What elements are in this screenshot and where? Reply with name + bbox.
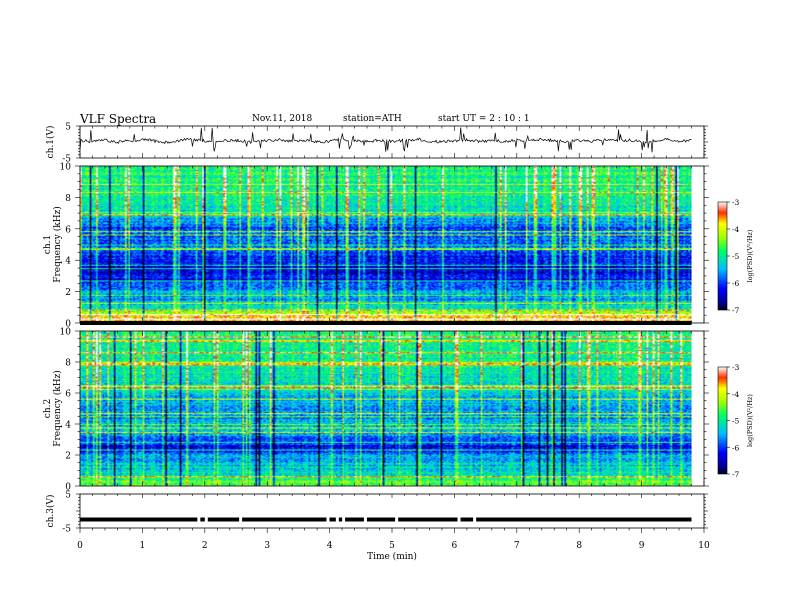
- ch1-spectrogram-ytick-label: 0: [65, 320, 71, 330]
- ch1-spectrogram-colorbar-tick-label: -6: [732, 279, 740, 288]
- time-axis-label: Time (min): [367, 551, 417, 562]
- chart-title: VLF Spectra: [80, 112, 157, 126]
- ch2-spectrogram-ytick-label: 0: [65, 483, 71, 493]
- ch1-spectrogram-ytick-label: 8: [65, 194, 71, 204]
- ch3-waveform-ylabel: ch.3(V): [45, 495, 56, 528]
- ch3-waveform-gap: [395, 517, 399, 522]
- time-axis-tick-label: 4: [327, 541, 333, 551]
- ch1-spectrogram-ylabel-line: ch.1: [43, 235, 53, 254]
- station-label: station=ATH: [343, 114, 402, 124]
- time-axis-tick-label: 3: [264, 541, 270, 551]
- ch2-spectrogram-ylabel-line: ch.2: [43, 399, 53, 418]
- ch2-spectrogram-colorbar-tick-label: -7: [732, 470, 740, 479]
- time-axis-tick-label: 9: [639, 541, 645, 551]
- ch1-spectrogram-colorbar-tick-label: -5: [732, 252, 740, 261]
- ch1-spectrogram-image: [80, 166, 692, 323]
- time-axis-tick-label: 6: [452, 541, 458, 551]
- ch2-spectrogram-ylabel-line: Frequency (kHz): [52, 370, 63, 447]
- ch3-waveform-gap: [342, 517, 346, 522]
- ch1-waveform-ytick-label: 5: [65, 123, 71, 133]
- ch2-spectrogram-ytick-label: 10: [60, 328, 72, 338]
- time-axis-tick-label: 2: [202, 541, 208, 551]
- ch3-waveform-trace: [80, 517, 692, 522]
- ch1-spectrogram-colorbar: [717, 201, 728, 311]
- date-label: Nov.11, 2018: [252, 114, 313, 124]
- ch3-waveform-ylabel-line: ch.3(V): [45, 495, 56, 528]
- ch3-waveform-ytick-label: -5: [62, 525, 71, 535]
- ch1-waveform-ytick-label: -5: [62, 155, 71, 165]
- ch1-waveform-trace: [79, 127, 692, 153]
- time-axis-tick-label: 8: [576, 541, 582, 551]
- ch3-waveform-gap: [335, 517, 339, 522]
- ch3-waveform-gap: [197, 517, 201, 522]
- ch2-spectrogram-image: [80, 331, 692, 486]
- ch3-waveform-gap: [326, 517, 330, 522]
- ch2-spectrogram-colorbar-tick-label: -6: [732, 443, 740, 452]
- ch1-spectrogram-ylabel-line: Frequency (kHz): [52, 206, 63, 283]
- ch2-spectrogram-ytick-label: 4: [65, 421, 71, 431]
- time-axis-tick-label: 10: [698, 541, 710, 551]
- time-axis-tick-label: 5: [389, 541, 395, 551]
- time-axis-tick-label: 7: [514, 541, 520, 551]
- ch1-spectrogram-ytick-label: 6: [65, 225, 71, 235]
- ch1-spectrogram-ytick-label: 4: [65, 257, 71, 267]
- ch1-waveform-ylabel-line: ch.1(V): [45, 126, 56, 159]
- ch3-waveform-gap: [473, 517, 477, 522]
- ch2-spectrogram-ytick-label: 2: [65, 452, 71, 462]
- ch2-spectrogram-ytick-label: 6: [65, 390, 71, 400]
- ch2-spectrogram-colorbar-tick-label: -5: [732, 417, 740, 426]
- time-axis-tick-label: 1: [140, 541, 146, 551]
- ch3-waveform-ytick-label: 5: [65, 491, 71, 501]
- ch2-spectrogram-colorbar-tick-label: -3: [732, 363, 740, 372]
- ch1-spectrogram-ytick-label: 2: [65, 288, 71, 298]
- ch3-waveform-gap: [363, 517, 367, 522]
- ch1-spectrogram-colorbar-label: log(PSD)(V²/Hz): [746, 229, 754, 282]
- ch3-waveform-gap: [239, 517, 243, 522]
- ch1-spectrogram-baseline: [80, 321, 692, 325]
- ch2-spectrogram-colorbar: [717, 366, 728, 475]
- ch1-spectrogram-colorbar-tick-label: -3: [732, 198, 740, 207]
- ch1-waveform-ylabel: ch.1(V): [45, 126, 56, 159]
- ch3-waveform-frame: [79, 493, 705, 529]
- ch1-spectrogram-colorbar-tick-label: -4: [732, 225, 740, 234]
- ch2-spectrogram-colorbar-label-text: log(PSD)(V²/Hz): [746, 394, 754, 447]
- ch3-waveform-gap: [457, 517, 461, 522]
- ch3-waveform-gap: [204, 517, 208, 522]
- ch1-spectrogram-colorbar-label-text: log(PSD)(V²/Hz): [746, 229, 754, 282]
- start-ut-label: start UT = 2 : 10 : 1: [438, 114, 530, 124]
- ch1-spectrogram-colorbar-tick-label: -7: [732, 306, 740, 315]
- ch2-spectrogram-ylabel: ch.2 Frequency (kHz): [43, 370, 63, 447]
- ch2-spectrogram-colorbar-label: log(PSD)(V²/Hz): [746, 394, 754, 447]
- ch1-spectrogram-ylabel: ch.1 Frequency (kHz): [43, 206, 63, 283]
- time-axis-tick-label: 0: [77, 541, 83, 551]
- ch2-spectrogram-ytick-label: 8: [65, 359, 71, 369]
- ch2-spectrogram-colorbar-tick-label: -4: [732, 390, 740, 399]
- ch1-spectrogram-ytick-label: 10: [60, 163, 72, 173]
